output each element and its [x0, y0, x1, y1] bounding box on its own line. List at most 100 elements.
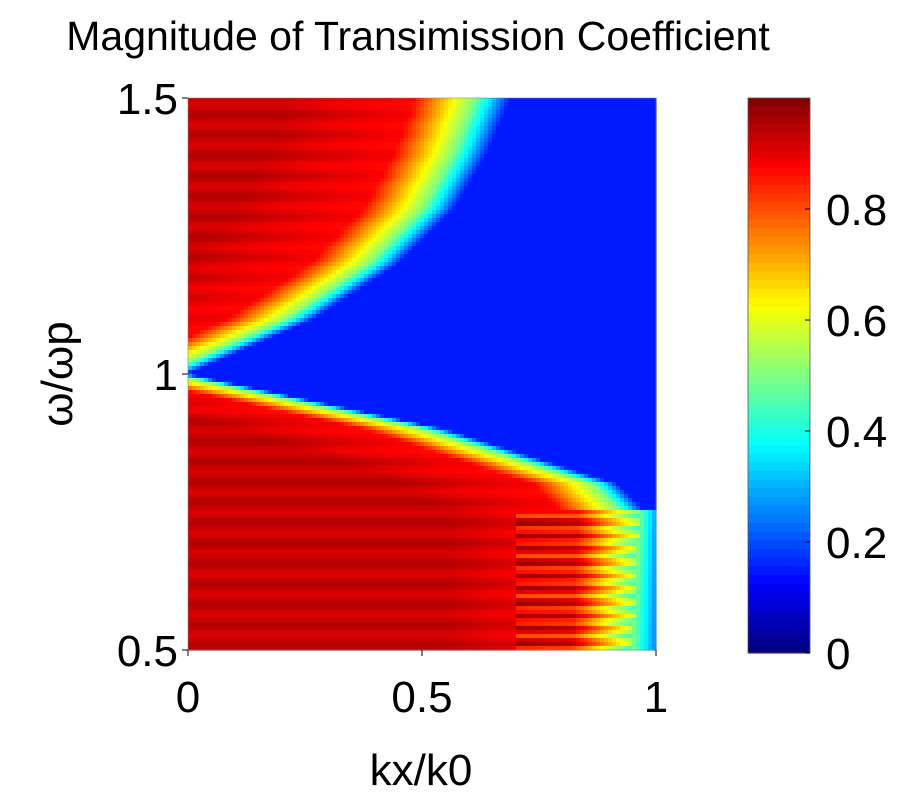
heatmap-cell-3095 — [400, 202, 405, 207]
heatmap-cell-515 — [376, 114, 381, 119]
heatmap-cell-2340 — [188, 178, 193, 183]
heatmap-cell-4125 — [308, 238, 313, 243]
heatmap-cell-4826 — [304, 262, 309, 267]
heatmap-cell-1009 — [480, 130, 485, 135]
heatmap-cell-4748 — [460, 258, 465, 263]
heatmap-cell-4214 — [196, 242, 201, 247]
heatmap-cell-2275 — [396, 174, 401, 179]
heatmap-cell-4865 — [460, 262, 465, 267]
heatmap-cell-2584 — [228, 186, 233, 191]
heatmap-cell-804 — [596, 122, 601, 127]
heatmap-cell-124 — [216, 102, 221, 107]
heatmap-cell-683 — [580, 118, 585, 123]
heatmap-cell-4437 — [620, 246, 625, 251]
heatmap-cell-2237 — [244, 174, 249, 179]
heatmap-cell-3324 — [380, 210, 385, 215]
heatmap-cell-4139 — [364, 238, 369, 243]
heatmap-cell-2293 — [468, 174, 473, 179]
heatmap-cell-2961 — [332, 198, 337, 203]
heatmap-cell-3182 — [280, 206, 285, 211]
heatmap-cell-551 — [520, 114, 525, 119]
heatmap-cell-2642 — [460, 186, 465, 191]
heatmap-cell-2646 — [476, 186, 481, 191]
heatmap-cell-287 — [400, 106, 405, 111]
heatmap-cell-603 — [260, 118, 265, 123]
heatmap-cell-1252 — [516, 138, 521, 143]
heatmap-cell-2951 — [292, 198, 297, 203]
heatmap-cell-4347 — [260, 246, 265, 251]
heatmap-cell-3431 — [340, 214, 345, 219]
heatmap-cell-3334 — [420, 210, 425, 215]
heatmap-cell-4837 — [348, 262, 353, 267]
heatmap-cell-1343 — [412, 142, 417, 147]
heatmap-cell-3835 — [552, 226, 557, 231]
heatmap-cell-1737 — [584, 154, 589, 159]
heatmap-cell-4924 — [228, 266, 233, 271]
heatmap-cell-1769 — [244, 158, 249, 163]
heatmap-cell-1354 — [456, 142, 461, 147]
heatmap-cell-3054 — [236, 202, 241, 207]
heatmap-cell-1358 — [472, 142, 477, 147]
heatmap-cell-558 — [548, 114, 553, 119]
heatmap-cell-3035 — [628, 198, 633, 203]
heatmap-cell-4368 — [344, 246, 349, 251]
heatmap-cell-4138 — [360, 238, 365, 243]
heatmap-cell-2029 — [348, 166, 353, 171]
heatmap-cell-774 — [476, 122, 481, 127]
heatmap-cell-2685 — [632, 186, 637, 191]
heatmap-cell-2963 — [340, 198, 345, 203]
heatmap-cell-1670 — [316, 154, 321, 159]
heatmap-cell-2697 — [212, 190, 217, 195]
heatmap-cell-286 — [396, 106, 401, 111]
heatmap-cell-4300 — [540, 242, 545, 247]
heatmap-cell-4357 — [300, 246, 305, 251]
heatmap-cell-3297 — [272, 210, 277, 215]
heatmap-cell-275 — [352, 106, 357, 111]
heatmap-cell-552 — [524, 114, 529, 119]
heatmap-cell-1244 — [484, 138, 489, 143]
heatmap-cell-1650 — [236, 154, 241, 159]
heatmap-cell-2777 — [532, 190, 537, 195]
heatmap-cell-1604 — [520, 150, 525, 155]
heatmap-cell-801 — [584, 122, 589, 127]
heatmap-cell-2003 — [244, 166, 249, 171]
heatmap-cell-4608 — [368, 254, 373, 259]
heatmap-cell-1560 — [344, 150, 349, 155]
heatmap-cell-806 — [604, 122, 609, 127]
heatmap-cell-495 — [296, 114, 301, 119]
heatmap-cell-682 — [576, 118, 581, 123]
heatmap-cell-726 — [284, 122, 289, 127]
heatmap-cell-3685 — [420, 222, 425, 227]
heatmap-cell-4858 — [432, 262, 437, 267]
heatmap-cell-3584 — [484, 218, 489, 223]
heatmap-cell-3833 — [544, 226, 549, 231]
heatmap-cell-2255 — [316, 174, 321, 179]
heatmap-cell-3674 — [376, 222, 381, 227]
heatmap-cell-4430 — [592, 246, 597, 251]
heatmap-cell-3493 — [588, 214, 593, 219]
heatmap-cell-888 — [464, 126, 469, 131]
heatmap-cell-3159 — [188, 206, 193, 211]
heatmap-cell-1686 — [380, 154, 385, 159]
heatmap-cell-2916 — [620, 194, 625, 199]
heatmap-cell-3310 — [324, 210, 329, 215]
heatmap-cell-827 — [220, 126, 225, 131]
heatmap-cell-4074 — [572, 234, 577, 239]
heatmap-cell-3970 — [624, 230, 629, 235]
heatmap-cell-1917 — [368, 162, 373, 167]
heatmap-cell-4720 — [348, 258, 353, 263]
heatmap-cell-4631 — [460, 254, 465, 259]
heatmap-cell-3342 — [452, 210, 457, 215]
heatmap-cell-2987 — [436, 198, 441, 203]
heatmap-cell-3087 — [368, 202, 373, 207]
heatmap-cell-4345 — [252, 246, 257, 251]
heatmap-cell-4881 — [524, 262, 529, 267]
heatmap-cell-3783 — [344, 226, 349, 231]
heatmap-cell-2838 — [308, 194, 313, 199]
heatmap-cell-3954 — [560, 230, 565, 235]
heatmap-cell-3393 — [188, 214, 193, 219]
heatmap-cell-252 — [260, 106, 265, 111]
heatmap-cell-4755 — [488, 258, 493, 263]
heatmap-cell-3758 — [244, 226, 249, 231]
heatmap-cell-126 — [224, 102, 229, 107]
